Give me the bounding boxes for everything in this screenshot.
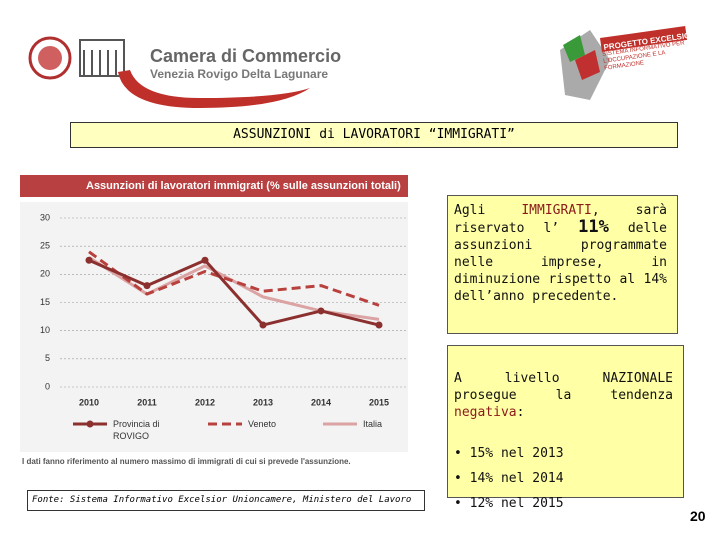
flag-red: [575, 50, 600, 80]
header-logos: Camera di Commercio Venezia Rovigo Delta…: [28, 26, 697, 108]
x-tick-label: 2015: [369, 397, 389, 407]
legend-label-box: Veneto: [248, 419, 277, 429]
series-line: [88, 250, 380, 307]
slide-title: ASSUNZIONI di LAVORATORI “IMMIGRATI”: [70, 122, 678, 148]
text-run: 11%: [578, 217, 609, 237]
y-tick-label: 0: [45, 381, 50, 391]
flag-green: [563, 35, 585, 62]
y-tick-label: 30: [40, 212, 50, 222]
text-box-1: Agli IMMIGRATI, sarà riservato l’ 11% de…: [447, 195, 678, 334]
text-run: IMMIGRATI: [521, 203, 592, 218]
chart-title-bar: [20, 175, 408, 197]
columns: [83, 50, 117, 76]
text-run: delle assunzioni programmate nelle impre…: [454, 221, 667, 304]
chart: Assunzioni di lavoratori immigrati (% su…: [20, 175, 408, 466]
page-number: 20: [690, 508, 706, 524]
org-name: Camera di Commercio: [150, 46, 341, 66]
text-run: Agli: [454, 203, 522, 218]
text-run: , sarà riservato l’: [454, 203, 667, 236]
plot-background: [20, 202, 408, 452]
legend-marker: [86, 420, 94, 428]
seal-inner: [38, 46, 62, 70]
text-run: negativa: [454, 405, 517, 420]
marker: [143, 282, 151, 290]
y-tick-label: 15: [40, 297, 50, 307]
x-tick-label: 2011: [137, 397, 157, 407]
marker: [85, 256, 93, 264]
legend-label: Provincia di ROVIGO: [113, 419, 160, 441]
series-line: [88, 258, 380, 327]
x-tick-label: 2010: [79, 397, 99, 407]
y-tick-label: 25: [40, 241, 50, 251]
project-banner: [600, 26, 688, 52]
bullet: • 14% nel 2014: [454, 471, 564, 486]
chart-note: I dati fanno riferimento al numero massi…: [22, 457, 351, 466]
x-tick-label: 2012: [195, 397, 215, 407]
x-tick-label: 2013: [253, 397, 273, 407]
source: Fonte: Sistema Informativo Excelsior Uni…: [27, 490, 425, 511]
text-run: :: [516, 405, 525, 420]
text-box-2: A livello NAZIONALE prosegue la tendenza…: [447, 345, 684, 511]
bullet: • 12% nel 2015: [454, 496, 564, 511]
y-tick-label: 20: [40, 269, 50, 279]
marker: [375, 321, 383, 329]
marker: [317, 307, 325, 315]
bullets: • 15% nel 2013 • 14% nel 2014 • 12% nel 20…: [454, 445, 673, 512]
text-run: A livello NAZIONALE prosegue la tendenza: [454, 371, 673, 403]
intro: A livello NAZIONALE prosegue la tendenza…: [454, 370, 673, 421]
y-tick-label: 5: [45, 353, 50, 363]
building-logo: [79, 39, 125, 77]
legend-label-box: Italia: [363, 419, 383, 429]
marker: [259, 321, 267, 329]
marker: [201, 256, 209, 264]
org-sub: Venezia Rovigo Delta Lagunare: [150, 67, 328, 81]
legend-label-box: Provincia di ROVIGO: [113, 419, 160, 441]
bullet: • 15% nel 2013: [454, 446, 564, 461]
legend-label: Italia: [363, 419, 383, 429]
swoosh: [118, 70, 310, 108]
x-tick-label: 2014: [311, 397, 331, 407]
y-tick-label: 10: [40, 325, 50, 335]
legend-label: Veneto: [248, 419, 277, 429]
chart-title: Assunzioni di lavoratori immigrati (% su…: [86, 180, 401, 192]
